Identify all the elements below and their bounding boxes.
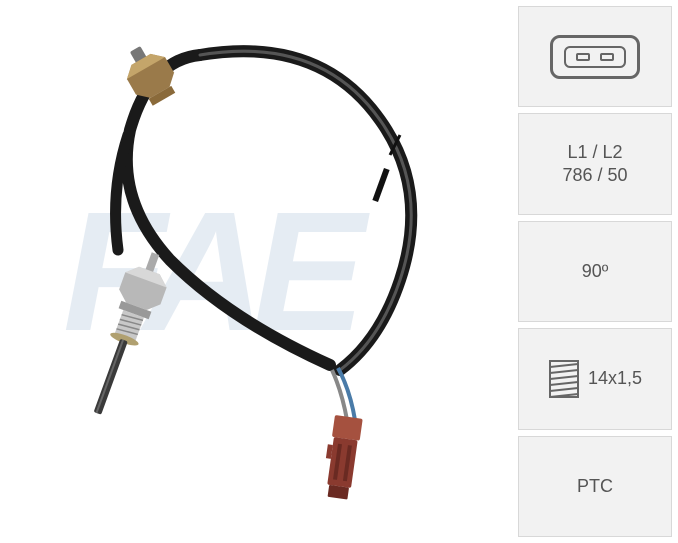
spec-thread: 14x1,5 bbox=[518, 328, 672, 429]
length-label: L1 / L2 bbox=[567, 141, 622, 164]
product-image-area: FAE bbox=[0, 0, 518, 543]
spec-length: L1 / L2 786 / 50 bbox=[518, 113, 672, 214]
spec-column: L1 / L2 786 / 50 90º 14x1,5 PTC bbox=[518, 0, 678, 543]
spec-sensor-type: PTC bbox=[518, 436, 672, 537]
angle-value: 90º bbox=[582, 260, 609, 283]
spec-angle: 90º bbox=[518, 221, 672, 322]
connector-pin bbox=[576, 53, 590, 61]
spec-connector bbox=[518, 6, 672, 107]
thread-icon bbox=[548, 359, 580, 399]
thread-value: 14x1,5 bbox=[588, 368, 642, 389]
length-value: 786 / 50 bbox=[562, 164, 627, 187]
connector-pin bbox=[600, 53, 614, 61]
product-illustration bbox=[0, 0, 518, 543]
connector-icon bbox=[550, 35, 640, 79]
sensor-type-value: PTC bbox=[577, 475, 613, 498]
